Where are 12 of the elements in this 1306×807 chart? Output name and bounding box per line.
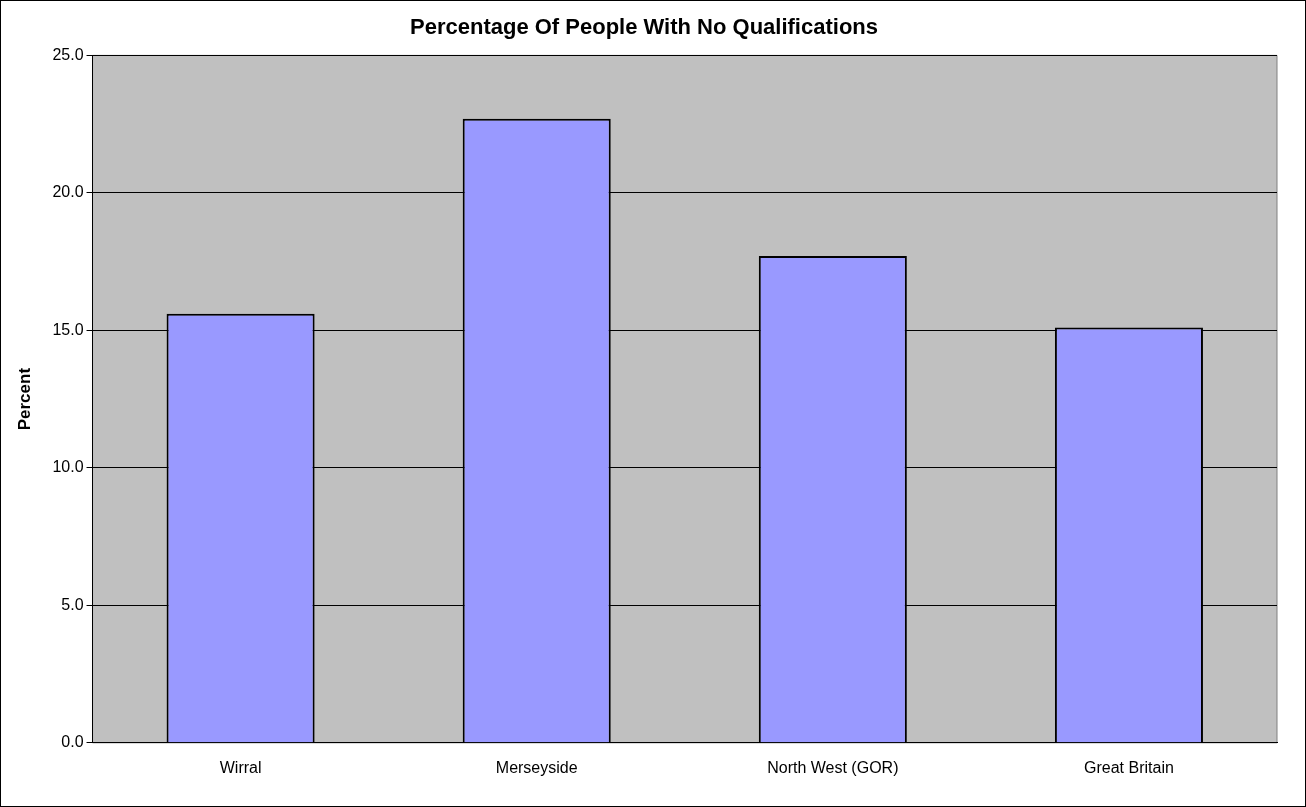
y-tick-label: 0.0 [61, 733, 84, 751]
chart-title: Percentage Of People With No Qualifications [410, 14, 878, 40]
x-tick-label: Great Britain [1084, 758, 1174, 776]
y-tick-label: 20.0 [52, 183, 84, 201]
x-tick-label: North West (GOR) [767, 758, 899, 776]
x-tick-label: Merseyside [495, 758, 578, 776]
y-tick-label: 25.0 [52, 45, 84, 63]
y-tick-label: 5.0 [61, 595, 84, 613]
y-tick-label: 10.0 [52, 458, 84, 476]
y-axis-title: Percent [14, 367, 34, 431]
x-tick-label: Wirral [219, 758, 262, 776]
y-tick-label: 15.0 [52, 320, 84, 338]
